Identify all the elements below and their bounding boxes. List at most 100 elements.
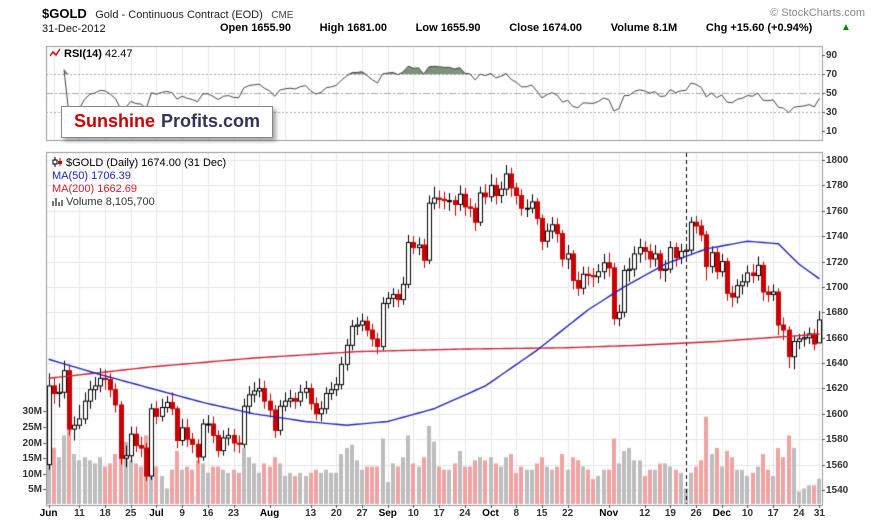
legend-ma200-text: MA(200) 1662.69 — [52, 183, 137, 195]
x-axis-label: 25 — [125, 508, 137, 519]
watermark-sunshine: Sunshine — [74, 111, 156, 131]
x-axis-label: 24 — [459, 508, 471, 519]
price-axis-label: 1540 — [826, 485, 849, 496]
x-axis-label: 31 — [813, 508, 825, 519]
up-arrow-icon: ▲ — [841, 22, 851, 33]
price-axis-label: 1700 — [826, 281, 849, 293]
price-axis-label: 1600 — [826, 408, 849, 420]
rsi-axis-label: 10 — [826, 125, 838, 137]
open-value: 1655.90 — [251, 22, 291, 34]
x-axis-label: Oct — [482, 508, 499, 519]
price-axis-label: 1680 — [826, 307, 849, 319]
price-axis-label: 1580 — [826, 434, 849, 446]
x-axis-label: 27 — [356, 508, 368, 519]
volume-axis-label: 30M — [22, 406, 42, 418]
main-legend: $GOLD (Daily) 1674.00 (31 Dec) MA(50) 17… — [52, 157, 226, 209]
volume-axis-label: 15M — [22, 453, 42, 465]
low-label: Low — [415, 22, 438, 34]
rsi-value: 42.47 — [104, 48, 133, 60]
legend-ma200: MA(200) 1662.69 — [52, 183, 226, 196]
price-axis-label: 1660 — [826, 332, 849, 344]
price-axis-label: 1800 — [826, 155, 849, 166]
candlestick-icon — [52, 157, 62, 167]
x-axis-label: 18 — [99, 508, 111, 519]
x-axis-label: Aug — [259, 508, 280, 519]
x-axis-label: 15 — [536, 508, 548, 519]
price-axis-label: 1740 — [826, 231, 849, 243]
close-value: 1674.00 — [542, 22, 583, 34]
volume-bars-icon — [52, 198, 63, 206]
rsi-axis-label: 30 — [826, 106, 838, 118]
ticker-symbol: $GOLD — [42, 6, 87, 21]
x-axis-label: Jun — [39, 508, 58, 519]
rsi-axis-label: 70 — [826, 69, 838, 81]
price-axis-label: 1620 — [826, 383, 849, 395]
x-axis-label: 19 — [664, 508, 676, 519]
rsi-label: RSI(14) — [64, 48, 102, 60]
x-axis-label: Sep — [378, 508, 397, 519]
quote-bar: Open 1655.90 High 1681.00 Low 1655.90 Cl… — [220, 22, 851, 34]
low-value: 1655.90 — [440, 22, 481, 34]
x-axis-label: 20 — [330, 508, 342, 519]
x-axis-label: 11 — [74, 508, 85, 519]
volume-axis-label: 25M — [22, 422, 42, 433]
volume-axis-label: 20M — [22, 437, 42, 449]
chg-value: +15.60 (+0.94%) — [730, 22, 813, 34]
volume-axis-label: 10M — [22, 468, 42, 480]
instrument-description: Gold - Continuous Contract (EOD) — [95, 9, 263, 21]
chart-header: $GOLD Gold - Continuous Contract (EOD) C… — [42, 5, 293, 23]
x-axis-label: 17 — [767, 508, 779, 519]
watermark-profits: Profits.com — [161, 111, 261, 131]
price-axis-label: 1720 — [826, 256, 849, 268]
high-value: 1681.00 — [347, 22, 387, 34]
quote-close: Close 1674.00 — [509, 22, 582, 34]
quote-volume: Volume 8.1M — [611, 22, 677, 34]
legend-volume-text: Volume 8,105,700 — [66, 196, 155, 208]
quote-change: Chg +15.60 (+0.94%) — [706, 22, 812, 34]
rsi-axis-label: 50 — [826, 88, 838, 99]
volume-value: 8.1M — [652, 22, 678, 34]
close-label: Close — [509, 22, 540, 34]
x-axis-label: 10 — [407, 508, 419, 519]
rsi-legend: RSI(14) 42.47 — [49, 48, 133, 60]
quote-open: Open 1655.90 — [220, 22, 291, 34]
x-axis-label: 17 — [433, 508, 445, 519]
high-label: High — [319, 22, 345, 34]
watermark: Sunshine Profits.com — [61, 106, 274, 138]
x-axis-label: 26 — [690, 508, 702, 519]
x-axis-label: 22 — [562, 508, 574, 519]
legend-price-text: $GOLD (Daily) 1674.00 (31 Dec) — [66, 157, 227, 169]
rsi-axis-label: 90 — [826, 50, 838, 62]
volume-label: Volume — [610, 22, 650, 34]
legend-volume: Volume 8,105,700 — [52, 196, 226, 209]
legend-ma50-text: MA(50) 1706.39 — [52, 170, 131, 182]
price-axis-label: 1560 — [826, 459, 849, 471]
x-axis-label: 16 — [202, 508, 214, 519]
copyright-label: © StockCharts.com — [770, 7, 865, 19]
volume-axis-label: 5M — [28, 484, 42, 496]
x-axis-label: 8 — [513, 508, 519, 519]
line-chart-icon — [49, 48, 61, 57]
legend-price-series: $GOLD (Daily) 1674.00 (31 Dec) — [52, 157, 226, 170]
price-axis-label: 1760 — [826, 205, 849, 217]
x-axis-label: Nov — [599, 508, 619, 519]
x-axis-label: 9 — [179, 508, 185, 519]
quote-date: 31-Dec-2012 — [42, 23, 106, 35]
x-axis-label: Dec — [712, 508, 731, 519]
chg-label: Chg — [705, 22, 728, 34]
x-axis-label: 24 — [793, 508, 805, 519]
x-axis-label: Jul — [149, 508, 164, 519]
quote-high: High 1681.00 — [320, 22, 387, 34]
x-axis-label: 23 — [228, 508, 240, 519]
x-axis-label: 10 — [741, 508, 754, 519]
legend-ma50: MA(50) 1706.39 — [52, 170, 226, 183]
x-axis-label: 13 — [305, 508, 317, 519]
x-axis-label: 12 — [639, 508, 651, 519]
open-label: Open — [220, 22, 249, 34]
quote-low: Low 1655.90 — [416, 22, 481, 34]
exchange-label: CME — [271, 10, 294, 21]
price-axis-label: 1640 — [826, 358, 849, 370]
price-axis-label: 1780 — [826, 180, 849, 192]
